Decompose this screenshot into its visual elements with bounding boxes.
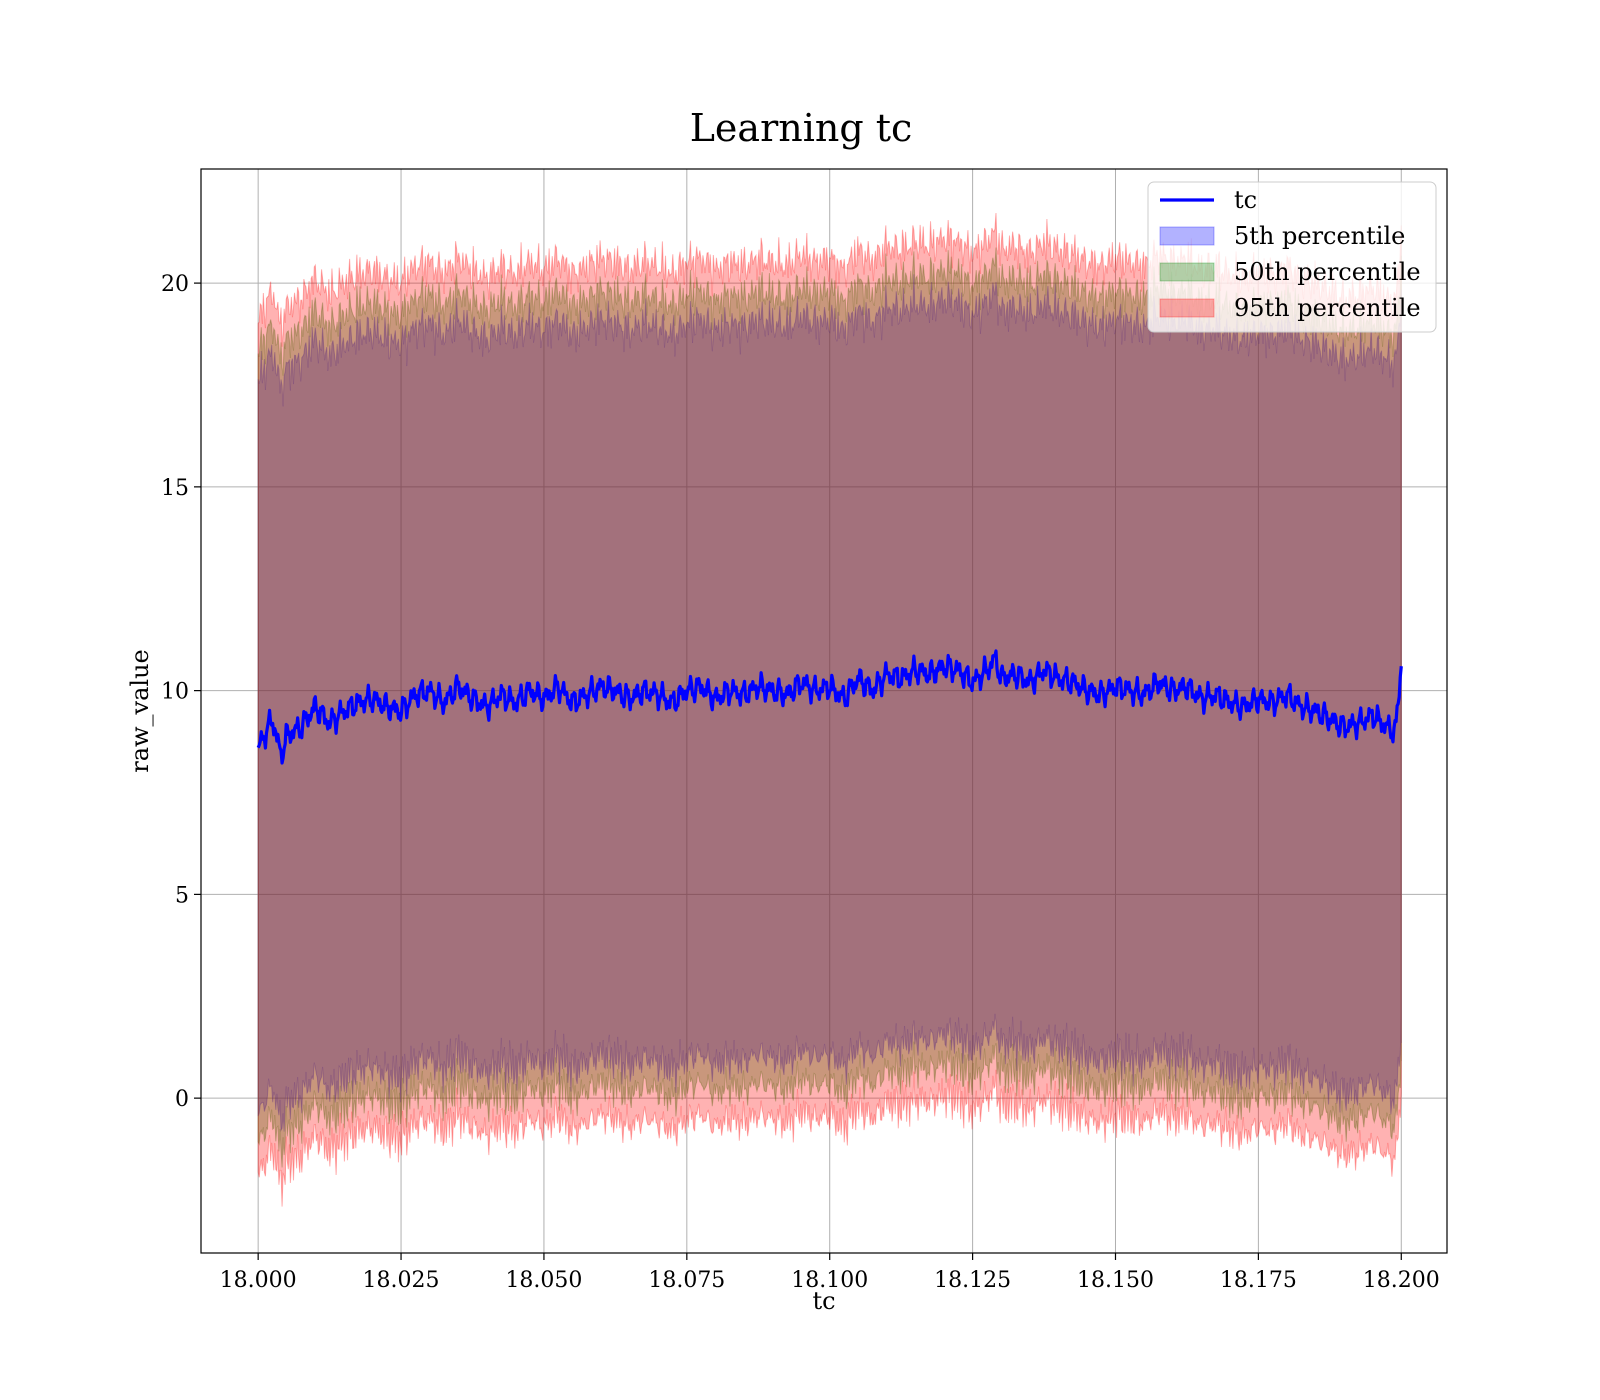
- legend-swatch-patch: [1159, 262, 1215, 282]
- x-tick-label: 18.200: [1363, 1268, 1440, 1293]
- chart-title: Learning tc: [690, 106, 913, 150]
- legend-label: 5th percentile: [1234, 222, 1405, 250]
- y-tick-label: 15: [161, 476, 189, 501]
- band-layer: [257, 212, 1402, 1207]
- x-tick-label: 18.050: [505, 1268, 582, 1293]
- x-tick-label: 18.125: [934, 1268, 1011, 1293]
- x-tick-label: 18.075: [648, 1268, 725, 1293]
- y-axis-label: raw_value: [126, 649, 154, 773]
- band-50th-percentile: [257, 247, 1402, 1168]
- legend-swatch-patch: [1159, 298, 1215, 318]
- series-line-tc: [256, 649, 1403, 765]
- legend-label: tc: [1234, 186, 1257, 214]
- x-axis-label: tc: [812, 1287, 835, 1315]
- y-tick-label: 10: [161, 680, 189, 705]
- x-axis-ticks: 18.000 18.025 18.050 18.075 18.100 18.125 18.1…: [220, 1253, 1440, 1293]
- legend: tc 5th percentile 50th percentile 95th perc…: [1147, 181, 1437, 333]
- x-tick-label: 18.000: [220, 1268, 297, 1293]
- x-tick-label: 18.025: [363, 1268, 440, 1293]
- plot-frame: [200, 168, 1448, 1254]
- legend-box: [1147, 181, 1437, 333]
- line-layer: [256, 649, 1403, 765]
- band-95th-percentile: [257, 212, 1402, 1207]
- legend-label: 95th percentile: [1234, 294, 1421, 322]
- x-tick-label: 18.150: [1077, 1268, 1154, 1293]
- x-tick-label: 18.100: [791, 1268, 868, 1293]
- y-axis-ticks: 0 5 10 15 20: [161, 272, 201, 1112]
- legend-items: tc 5th percentile 50th percentile 95th perc…: [1159, 186, 1421, 322]
- y-tick-label: 20: [161, 272, 189, 297]
- legend-label: 50th percentile: [1234, 258, 1421, 286]
- legend-swatch-patch: [1159, 226, 1215, 246]
- y-tick-label: 0: [175, 1087, 189, 1112]
- y-tick-label: 5: [175, 883, 189, 908]
- band-5th-percentile: [257, 274, 1402, 1132]
- x-tick-label: 18.175: [1220, 1268, 1297, 1293]
- plot-area: [200, 168, 1448, 1254]
